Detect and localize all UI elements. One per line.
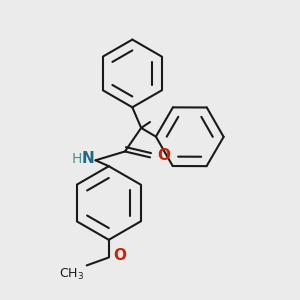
Text: O: O [158, 148, 170, 164]
Text: H: H [72, 152, 82, 166]
Text: CH$_3$: CH$_3$ [58, 267, 84, 282]
Text: O: O [113, 248, 126, 263]
Text: N: N [81, 151, 94, 166]
